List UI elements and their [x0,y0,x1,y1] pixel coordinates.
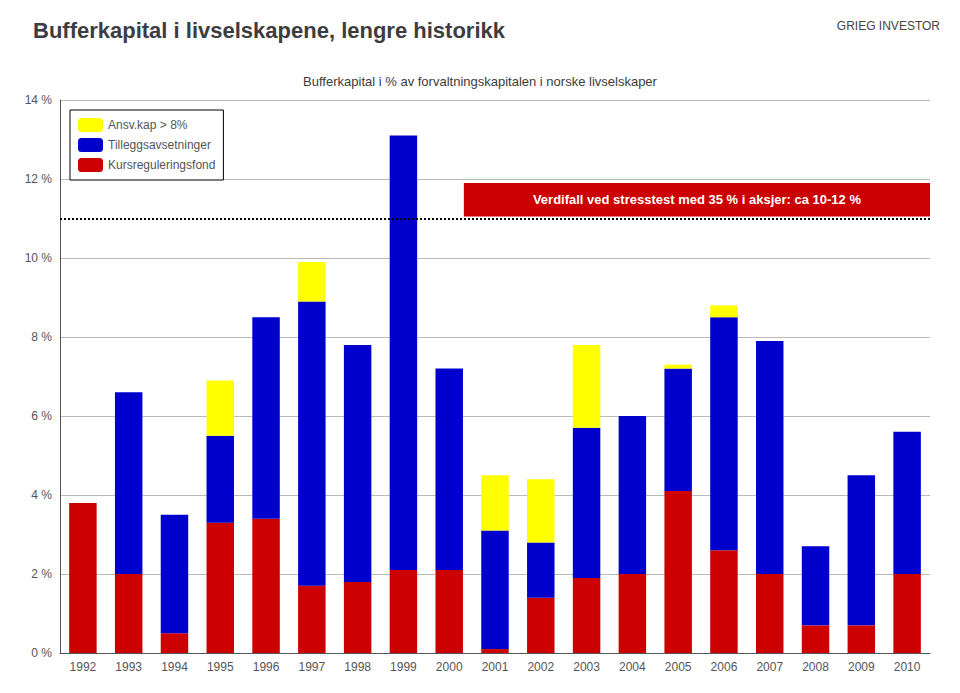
svg-text:1998: 1998 [344,660,371,674]
svg-text:1992: 1992 [70,660,97,674]
svg-text:10 %: 10 % [25,251,53,265]
svg-text:2000: 2000 [436,660,463,674]
svg-text:1997: 1997 [298,660,325,674]
svg-text:1996: 1996 [253,660,280,674]
svg-text:2008: 2008 [802,660,829,674]
svg-text:1994: 1994 [161,660,188,674]
svg-text:2003: 2003 [573,660,600,674]
svg-text:2007: 2007 [756,660,783,674]
svg-text:Verdifall ved stresstest med 3: Verdifall ved stresstest med 35 % i aksj… [533,192,862,207]
svg-text:1993: 1993 [115,660,142,674]
svg-text:2010: 2010 [894,660,921,674]
svg-text:0 %: 0 % [31,646,52,660]
svg-text:12 %: 12 % [25,172,53,186]
svg-text:Kursreguleringsfond: Kursreguleringsfond [108,158,215,172]
svg-text:GRIEG INVESTOR: GRIEG INVESTOR [837,19,940,33]
svg-text:8 %: 8 % [31,330,52,344]
svg-text:1999: 1999 [390,660,417,674]
svg-text:14 %: 14 % [25,93,53,107]
svg-text:1995: 1995 [207,660,234,674]
svg-text:2006: 2006 [711,660,738,674]
svg-text:2001: 2001 [482,660,509,674]
svg-text:2005: 2005 [665,660,692,674]
svg-text:2 %: 2 % [31,567,52,581]
svg-text:2009: 2009 [848,660,875,674]
svg-text:2004: 2004 [619,660,646,674]
svg-text:Bufferkapital i livselskapene,: Bufferkapital i livselskapene, lengre hi… [33,18,506,43]
svg-text:6 %: 6 % [31,409,52,423]
svg-text:Ansv.kap > 8%: Ansv.kap > 8% [108,118,188,132]
svg-text:Bufferkapital i % av forvaltni: Bufferkapital i % av forvaltningskapital… [303,74,657,89]
svg-text:2002: 2002 [527,660,554,674]
svg-text:4 %: 4 % [31,488,52,502]
svg-text:Tilleggsavsetninger: Tilleggsavsetninger [108,138,211,152]
